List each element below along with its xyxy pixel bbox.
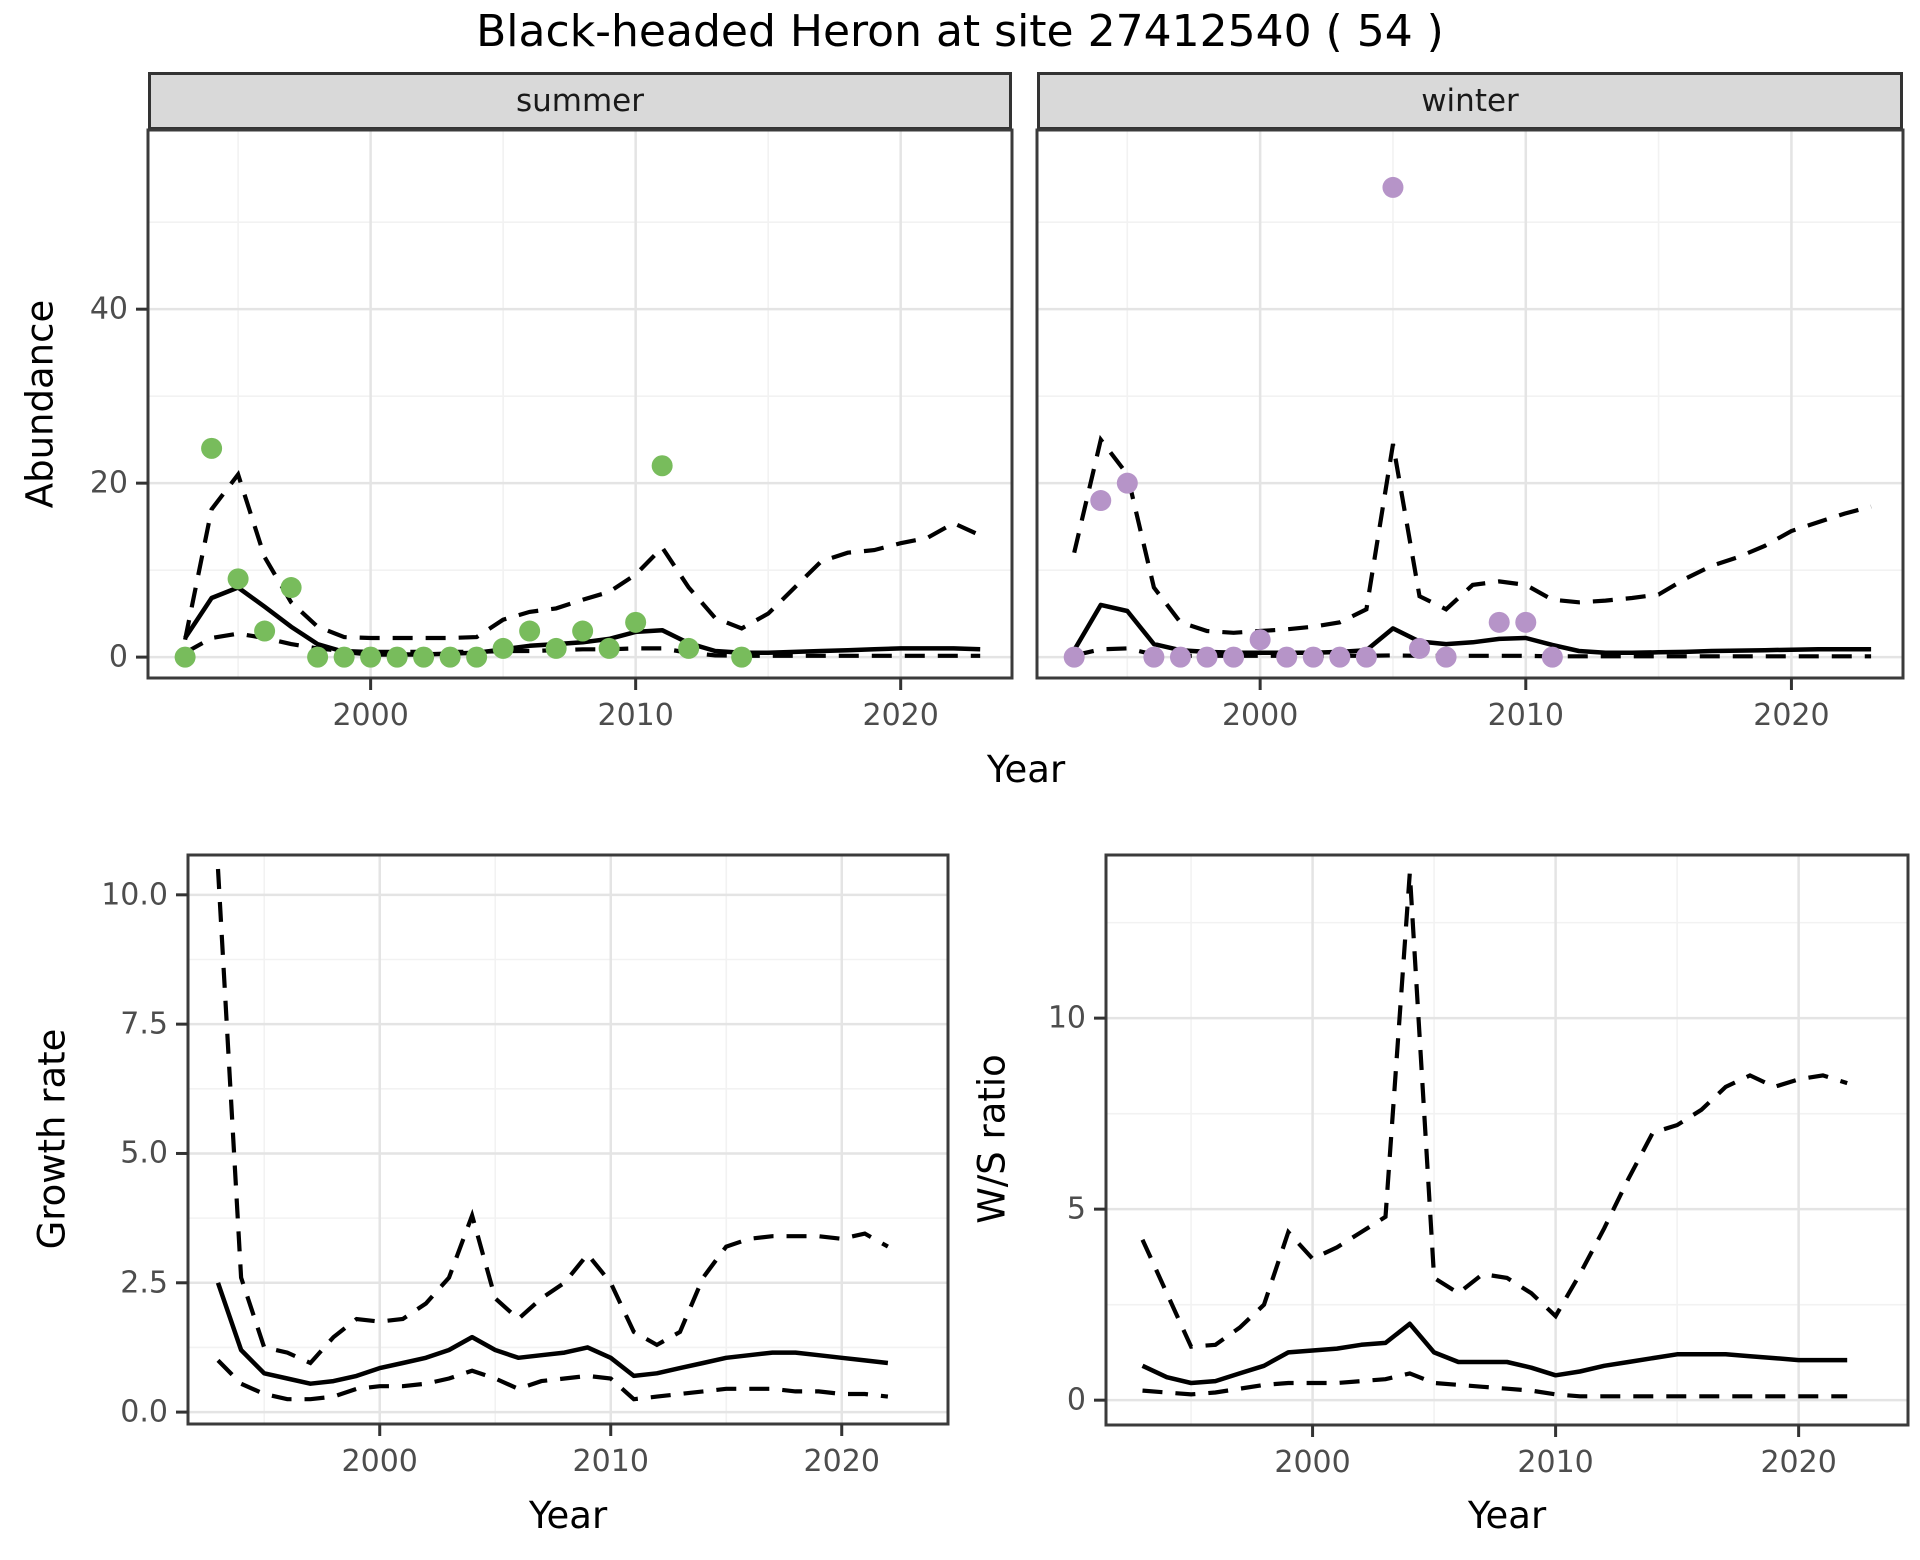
y-tick-label-growth: 2.5 <box>120 1265 168 1301</box>
data-point-winter <box>1223 646 1245 668</box>
facet-strip-summer: summer <box>148 72 1012 130</box>
median-line <box>1141 1321 1848 1386</box>
data-point-summer <box>333 646 355 668</box>
data-point-winter <box>1355 646 1377 668</box>
data-point-winter <box>1488 611 1510 633</box>
facet-strip-winter: winter <box>1037 72 1903 130</box>
x-tick-label-ws: 2020 <box>1760 1445 1837 1480</box>
data-point-summer <box>466 646 488 668</box>
y-tick-label-ws: 5 <box>1066 1191 1086 1227</box>
ci-upper-line <box>1140 872 1848 1349</box>
data-point-winter <box>1249 629 1271 651</box>
data-point-summer <box>598 637 620 659</box>
x-tick-label-summer: 2010 <box>597 698 674 733</box>
data-point-summer <box>413 646 435 668</box>
data-point-summer <box>651 455 673 477</box>
panel-growth <box>188 855 948 1424</box>
ws-ratio-axis-title: W/S ratio <box>970 1054 1014 1224</box>
y-tick-label-growth: 10.0 <box>101 877 168 913</box>
panel-summer <box>148 130 1012 678</box>
data-point-summer <box>280 577 302 599</box>
x-tick-label-growth: 2010 <box>572 1444 649 1479</box>
ws-year-axis-title: Year <box>1467 1494 1547 1537</box>
data-point-winter <box>1302 646 1324 668</box>
growth-year-axis-title: Year <box>528 1494 608 1537</box>
median-line <box>215 1282 889 1386</box>
median-line <box>183 585 981 657</box>
y-tick-label-summer: 0 <box>108 639 128 675</box>
panel-border <box>186 853 950 1426</box>
panel-winter <box>1037 130 1903 678</box>
panel-border <box>146 128 1014 680</box>
data-point-winter <box>1409 637 1431 659</box>
panel-border <box>1104 853 1910 1427</box>
data-point-winter <box>1143 646 1165 668</box>
data-point-winter <box>1169 646 1191 668</box>
data-point-summer <box>492 637 514 659</box>
data-point-summer <box>519 620 541 642</box>
data-point-winter <box>1090 490 1112 512</box>
y-tick-label-growth: 0.0 <box>120 1394 168 1430</box>
y-tick-label-growth: 7.5 <box>120 1006 168 1042</box>
x-tick-label-winter: 2020 <box>1753 698 1830 733</box>
x-tick-label-summer: 2000 <box>332 698 409 733</box>
data-point-summer <box>201 437 223 459</box>
data-point-summer <box>678 637 700 659</box>
x-tick-label-ws: 2000 <box>1274 1445 1351 1480</box>
abundance-axis-title: Abundance <box>18 299 62 509</box>
data-point-winter <box>1435 646 1457 668</box>
data-point-summer <box>360 646 382 668</box>
data-point-summer <box>307 646 329 668</box>
facet-strip-winter-label: winter <box>1421 83 1519 119</box>
data-point-winter <box>1515 611 1537 633</box>
ci-lower-line <box>1142 1371 1848 1399</box>
x-tick-label-winter: 2000 <box>1221 698 1299 733</box>
ci-upper-line <box>215 868 889 1366</box>
x-tick-label-growth: 2020 <box>803 1444 880 1479</box>
x-tick-label-ws: 2010 <box>1517 1445 1594 1480</box>
panel-border <box>1035 128 1905 680</box>
facet-strip-summer-label: summer <box>515 83 644 119</box>
panel-ws <box>1106 855 1908 1425</box>
data-point-summer <box>439 646 461 668</box>
data-point-summer <box>545 637 567 659</box>
ci-upper-line <box>1072 434 1872 635</box>
x-tick-label-growth: 2000 <box>341 1444 418 1479</box>
growth-rate-axis-title: Growth rate <box>30 1028 74 1250</box>
data-point-summer <box>254 620 276 642</box>
data-point-summer <box>227 568 249 590</box>
data-point-winter <box>1196 646 1218 668</box>
x-tick-label-winter: 2010 <box>1487 698 1564 733</box>
data-point-summer <box>625 611 647 633</box>
y-tick-label-summer: 20 <box>89 465 128 501</box>
data-point-summer <box>731 646 753 668</box>
y-tick-label-growth: 5.0 <box>120 1135 168 1171</box>
y-tick-label-ws: 0 <box>1066 1382 1086 1418</box>
data-point-winter <box>1329 646 1351 668</box>
data-point-winter <box>1063 646 1085 668</box>
ci-upper-line <box>183 470 982 641</box>
data-point-summer <box>386 646 408 668</box>
data-point-summer <box>174 646 196 668</box>
data-point-winter <box>1382 176 1404 198</box>
x-tick-label-summer: 2020 <box>862 698 939 733</box>
plot-title: Black-headed Heron at site 27412540 ( 54… <box>476 6 1444 57</box>
data-point-winter <box>1541 646 1563 668</box>
data-point-summer <box>572 620 594 642</box>
data-point-winter <box>1276 646 1298 668</box>
y-tick-label-summer: 40 <box>89 291 128 327</box>
y-tick-label-ws: 10 <box>1047 1000 1086 1036</box>
top-year-axis-title: Year <box>986 748 1066 791</box>
data-point-winter <box>1116 472 1138 494</box>
